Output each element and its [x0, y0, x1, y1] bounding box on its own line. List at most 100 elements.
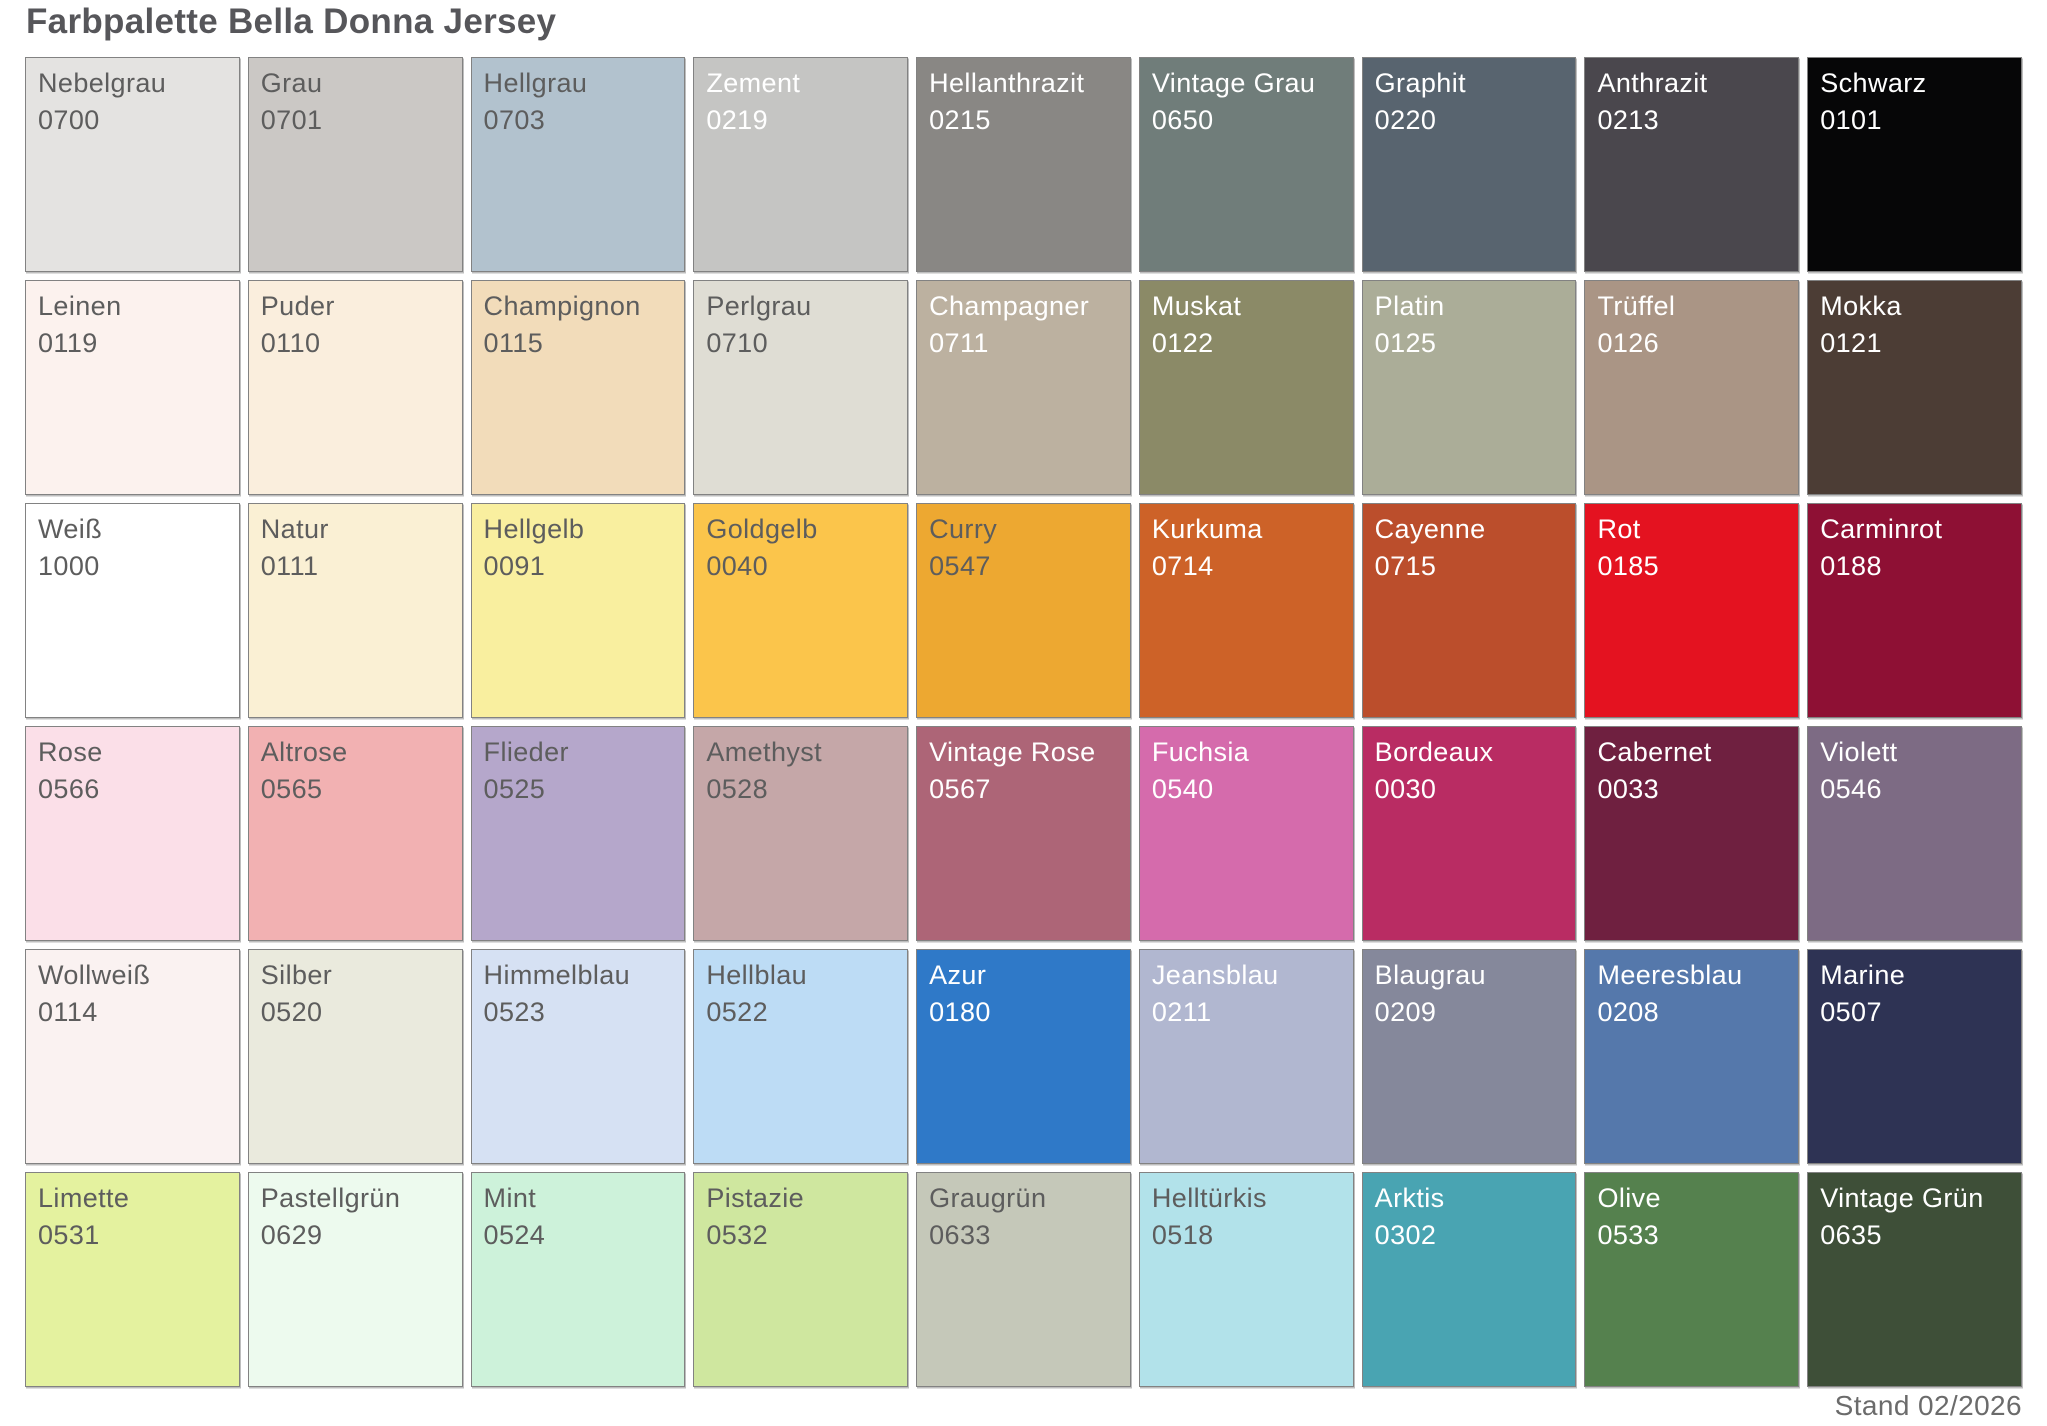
- swatch-code: 0091: [483, 551, 546, 581]
- swatch-code: 0030: [1374, 774, 1437, 804]
- swatch-code: 0525: [483, 774, 546, 804]
- color-swatch: Bordeaux 0030: [1361, 726, 1577, 941]
- color-swatch: Arktis 0302: [1361, 1172, 1577, 1387]
- swatch-name: Himmelblau: [483, 960, 631, 990]
- swatch-name: Cabernet: [1597, 737, 1712, 767]
- color-swatch: Pistazie 0532: [693, 1172, 909, 1387]
- color-swatch: Zement 0219: [693, 57, 909, 272]
- swatch-name: Vintage Grau: [1151, 68, 1316, 98]
- swatch-code: 0180: [929, 997, 991, 1027]
- swatch-code: 0533: [1597, 1220, 1660, 1250]
- color-swatch: Wollweiß 0114: [25, 949, 240, 1164]
- swatch-code: 0119: [38, 328, 98, 358]
- swatch-code: 0635: [1820, 1220, 1882, 1250]
- swatch-name: Hellgrau: [483, 68, 588, 98]
- swatch-name: Vintage Rose: [929, 737, 1096, 767]
- color-swatch: Hellblau 0522: [693, 949, 909, 1164]
- color-swatch: Olive 0533: [1584, 1172, 1800, 1387]
- swatch-code: 0540: [1151, 774, 1214, 804]
- swatch-name: Helltürkis: [1151, 1183, 1267, 1213]
- swatch-code: 0565: [260, 774, 323, 804]
- color-swatch: Violett 0546: [1807, 726, 2022, 941]
- swatch-code: 0209: [1374, 997, 1437, 1027]
- color-swatch: Helltürkis 0518: [1138, 1172, 1354, 1387]
- swatch-code: 0650: [1151, 105, 1214, 135]
- swatch-name: Schwarz: [1820, 68, 1927, 98]
- color-swatch: Trüffel 0126: [1584, 280, 1800, 495]
- swatch-code: 0710: [706, 328, 768, 358]
- swatch-code: 0208: [1597, 997, 1660, 1027]
- swatch-name: Fuchsia: [1151, 737, 1250, 767]
- color-swatch: Leinen 0119: [25, 280, 240, 495]
- color-swatch: Kurkuma 0714: [1138, 503, 1354, 718]
- swatch-name: Graphit: [1374, 68, 1466, 98]
- swatch-code: 0700: [38, 105, 100, 135]
- color-swatch: Jeansblau 0211: [1138, 949, 1354, 1164]
- color-swatch: Blaugrau 0209: [1361, 949, 1577, 1164]
- swatch-name: Zement: [706, 68, 801, 98]
- swatch-name: Carminrot: [1820, 514, 1943, 544]
- swatch-code: 0188: [1820, 551, 1882, 581]
- swatch-name: Olive: [1597, 1183, 1661, 1213]
- swatch-name: Graugrün: [929, 1183, 1047, 1213]
- color-swatch: Vintage Grau 0650: [1138, 57, 1354, 272]
- swatch-code: 0532: [706, 1220, 768, 1250]
- swatch-name: Silber: [260, 960, 333, 990]
- swatch-code: 0507: [1820, 997, 1882, 1027]
- color-swatch: Champagner 0711: [916, 280, 1131, 495]
- revision-date-label: Stand 02/2026: [1834, 1390, 2022, 1421]
- swatch-name: Hellanthrazit: [929, 68, 1085, 98]
- swatch-code: 0111: [260, 551, 319, 581]
- swatch-name: Champignon: [483, 291, 641, 321]
- swatch-code: 0122: [1151, 328, 1214, 358]
- swatch-code: 0101: [1820, 105, 1882, 135]
- swatch-name: Kurkuma: [1151, 514, 1263, 544]
- swatch-code: 0213: [1597, 105, 1660, 135]
- swatch-code: 0715: [1374, 551, 1437, 581]
- color-swatch: Hellgrau 0703: [470, 57, 686, 272]
- color-swatch: Fuchsia 0540: [1138, 726, 1354, 941]
- swatch-name: Curry: [929, 514, 998, 544]
- palette-grid: Nebelgrau 0700 Grau 0701 Hellgrau 0703 Zement 0…: [25, 57, 2022, 1387]
- color-swatch: Graphit 0220: [1361, 57, 1577, 272]
- swatch-code: 0215: [929, 105, 991, 135]
- swatch-code: 1000: [38, 551, 100, 581]
- color-swatch: Altrose 0565: [247, 726, 463, 941]
- swatch-code: 0110: [260, 328, 321, 358]
- swatch-name: Perlgrau: [706, 291, 812, 321]
- swatch-name: Puder: [260, 291, 335, 321]
- swatch-name: Limette: [38, 1183, 130, 1213]
- color-swatch: Mint 0524: [470, 1172, 686, 1387]
- swatch-code: 0567: [929, 774, 991, 804]
- swatch-name: Amethyst: [706, 737, 823, 767]
- page-title: Farbpalette Bella Donna Jersey: [26, 2, 557, 41]
- swatch-name: Hellgelb: [483, 514, 585, 544]
- swatch-code: 0633: [929, 1220, 991, 1250]
- color-swatch: Platin 0125: [1361, 280, 1577, 495]
- swatch-code: 0126: [1597, 328, 1660, 358]
- color-swatch: Goldgelb 0040: [693, 503, 909, 718]
- swatch-code: 0711: [929, 328, 989, 358]
- swatch-code: 0531: [38, 1220, 100, 1250]
- swatch-code: 0220: [1374, 105, 1437, 135]
- swatch-name: Cayenne: [1374, 514, 1486, 544]
- color-swatch: Nebelgrau 0700: [25, 57, 240, 272]
- swatch-name: Flieder: [483, 737, 569, 767]
- swatch-name: Platin: [1374, 291, 1445, 321]
- swatch-code: 0040: [706, 551, 768, 581]
- swatch-name: Blaugrau: [1374, 960, 1486, 990]
- color-swatch: Himmelblau 0523: [470, 949, 686, 1164]
- color-swatch: Perlgrau 0710: [693, 280, 909, 495]
- swatch-code: 0522: [706, 997, 768, 1027]
- color-swatch: Marine 0507: [1807, 949, 2022, 1164]
- swatch-name: Anthrazit: [1597, 68, 1708, 98]
- swatch-code: 0115: [483, 328, 544, 358]
- swatch-name: Natur: [260, 514, 329, 544]
- color-swatch: Rot 0185: [1584, 503, 1800, 718]
- color-swatch: Anthrazit 0213: [1584, 57, 1800, 272]
- color-swatch: Flieder 0525: [470, 726, 686, 941]
- color-swatch: Meeresblau 0208: [1584, 949, 1800, 1164]
- swatch-name: Trüffel: [1597, 291, 1676, 321]
- swatch-name: Meeresblau: [1597, 960, 1743, 990]
